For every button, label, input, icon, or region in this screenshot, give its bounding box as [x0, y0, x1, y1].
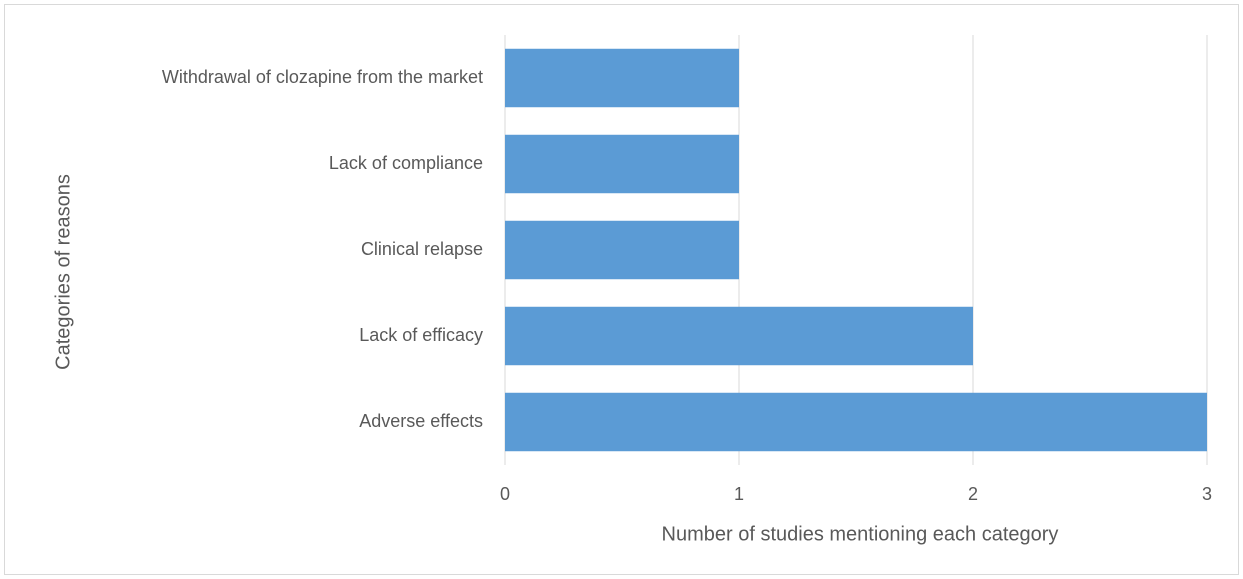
y-tick-label: Lack of compliance — [329, 153, 483, 173]
x-tick-label: 3 — [1202, 484, 1212, 504]
x-tick-label: 0 — [500, 484, 510, 504]
bar — [505, 392, 1207, 452]
y-tick-label: Lack of efficacy — [359, 325, 483, 345]
x-axis-label: Number of studies mentioning each catego… — [662, 523, 1059, 545]
bar — [505, 134, 739, 194]
y-axis-label: Categories of reasons — [52, 174, 74, 370]
bar — [505, 306, 973, 366]
y-tick-label: Clinical relapse — [361, 239, 483, 259]
x-tick-label: 2 — [968, 484, 978, 504]
y-tick-label: Withdrawal of clozapine from the market — [162, 67, 483, 87]
bar — [505, 48, 739, 108]
y-tick-label: Adverse effects — [359, 411, 483, 431]
x-tick-label: 1 — [734, 484, 744, 504]
bar — [505, 220, 739, 280]
